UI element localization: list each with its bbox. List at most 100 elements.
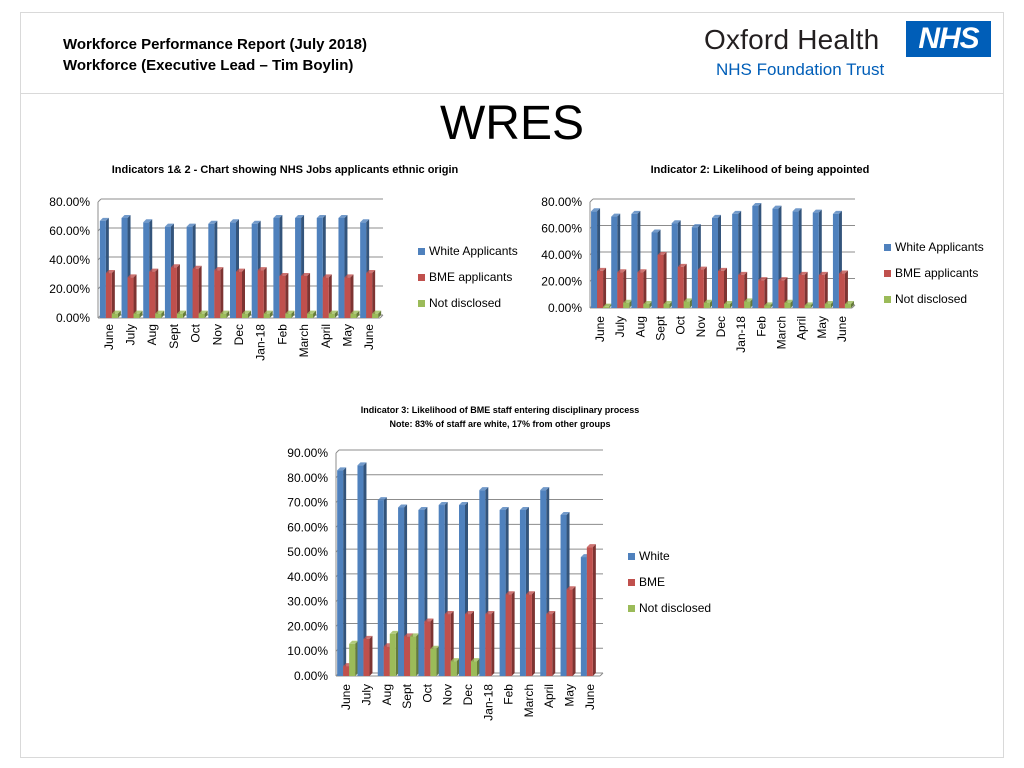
bar-top [337, 467, 347, 471]
bar-front [214, 270, 221, 318]
bar-0-2-10 [328, 310, 338, 318]
bar-1-1-0 [597, 267, 607, 308]
bar-side [363, 462, 367, 676]
bar-side [404, 504, 408, 676]
legend-swatch [884, 244, 891, 251]
bar-side [623, 269, 627, 308]
bar-1-1-5 [697, 266, 707, 308]
y-tick-label: 40.00% [49, 253, 90, 267]
legend-swatch [418, 274, 425, 281]
bar-top [301, 272, 311, 276]
x-tick-label: Aug [380, 684, 394, 705]
bar-front [105, 273, 112, 318]
bar-2-1-1 [363, 635, 373, 676]
bar-0-1-1 [127, 274, 137, 318]
bar-side [285, 272, 289, 318]
bar-top [651, 229, 661, 233]
bar-front [792, 211, 799, 308]
x-tick-label: March [522, 684, 536, 717]
bar-front [149, 271, 156, 318]
bar-top [778, 277, 788, 281]
x-tick-label: Dec [714, 316, 728, 337]
bar-side [139, 310, 143, 318]
bar-1-1-7 [738, 271, 748, 308]
bar-top [499, 506, 509, 510]
bar-front [263, 313, 270, 318]
bar-0-1-3 [170, 264, 180, 318]
bar-0-1-8 [279, 272, 289, 318]
x-tick-label: May [815, 316, 829, 339]
bar-top [832, 210, 842, 214]
x-tick-label: Aug [145, 324, 159, 345]
bar-top [450, 658, 460, 662]
logo-org-name: Oxford Health [704, 24, 880, 55]
bar-front [372, 313, 379, 318]
bar-front [273, 217, 280, 318]
bar-1-1-1 [617, 269, 627, 308]
bar-1-1-8 [758, 277, 768, 308]
nhs-logo-badge: NHS [906, 21, 991, 57]
chart3-title: Indicator 3: Likelihood of BME staff ent… [300, 403, 700, 431]
bar-top [338, 214, 348, 218]
bar-top [316, 214, 326, 218]
bar-front [343, 666, 350, 676]
bar-0-2-0 [111, 310, 121, 318]
bar-top [99, 217, 109, 221]
bar-0-2-4 [198, 310, 208, 318]
bar-0-2-7 [263, 310, 273, 318]
bar-front [295, 217, 302, 318]
bar-top [257, 267, 267, 271]
bar-top [295, 214, 305, 218]
bar-top [479, 487, 489, 491]
bar-top [643, 301, 653, 305]
bar-top [366, 270, 376, 274]
bar-front [758, 280, 765, 308]
bar-front [257, 270, 264, 318]
report-title: Workforce Performance Report (July 2018) [63, 36, 367, 53]
bar-top [838, 270, 848, 274]
bar-front [804, 305, 811, 308]
x-tick-label: April [795, 316, 809, 340]
bar-front [812, 212, 819, 308]
bar-front [764, 305, 771, 308]
bar-front [844, 304, 851, 308]
bar-top [752, 202, 762, 206]
bar-front [438, 505, 445, 676]
bar-top [566, 586, 576, 590]
bar-front [703, 302, 710, 308]
x-tick-label: Feb [754, 316, 768, 337]
legend-label: Not disclosed [639, 601, 711, 615]
bar-side [117, 310, 121, 318]
y-tick-label: 90.00% [287, 446, 328, 460]
bar-side [356, 310, 360, 318]
bar-2-1-10 [546, 611, 556, 676]
legend-label: White Applicants [429, 244, 518, 258]
bar-side [198, 265, 202, 318]
bar-front [465, 614, 471, 676]
bar-top [424, 618, 434, 622]
x-tick-label: June [339, 684, 353, 710]
bar-top [349, 640, 359, 644]
y-tick-label: 30.00% [287, 595, 328, 609]
bar-front [479, 490, 486, 676]
bar-top [459, 502, 468, 506]
legend-label: Not disclosed [895, 292, 967, 306]
bar-front [230, 222, 236, 318]
x-tick-label: July [359, 684, 373, 705]
bar-front [99, 220, 106, 318]
bar-top [784, 299, 794, 303]
bar-top [170, 264, 180, 268]
legend-swatch [884, 270, 891, 277]
legend-label: BME applicants [895, 266, 978, 280]
bar-top [631, 210, 641, 214]
bar-0-1-6 [236, 268, 245, 318]
bar-top [263, 310, 273, 314]
bar-side [133, 274, 137, 318]
bar-top [322, 274, 332, 278]
y-tick-label: 60.00% [49, 224, 90, 238]
bar-2-0-0 [337, 467, 347, 676]
x-tick-label: March [297, 324, 311, 357]
x-tick-label: Dec [232, 324, 246, 345]
bar-side [307, 272, 311, 318]
bar-front [744, 301, 751, 308]
